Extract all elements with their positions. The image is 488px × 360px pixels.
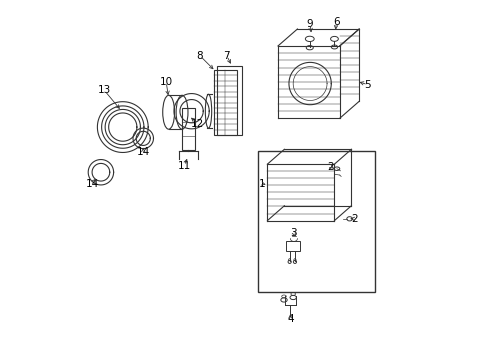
Text: 6: 6	[332, 17, 339, 27]
Text: 10: 10	[159, 77, 172, 87]
Text: 7: 7	[223, 51, 230, 61]
Text: 12: 12	[191, 118, 204, 129]
Text: 5: 5	[364, 80, 370, 90]
Text: 3: 3	[290, 228, 297, 238]
Text: 14: 14	[85, 179, 99, 189]
Text: 2: 2	[327, 162, 334, 172]
Bar	[182, 108, 195, 150]
Text: 8: 8	[196, 51, 203, 61]
Text: 13: 13	[97, 85, 110, 95]
Text: 11: 11	[178, 161, 191, 171]
Text: 4: 4	[286, 314, 293, 324]
Bar	[216, 66, 241, 135]
Text: 2: 2	[350, 214, 357, 224]
Bar	[213, 70, 236, 135]
Text: 9: 9	[306, 19, 313, 29]
Bar	[285, 241, 300, 251]
Text: 1: 1	[258, 179, 264, 189]
Bar	[257, 151, 374, 292]
Text: 14: 14	[136, 147, 149, 157]
